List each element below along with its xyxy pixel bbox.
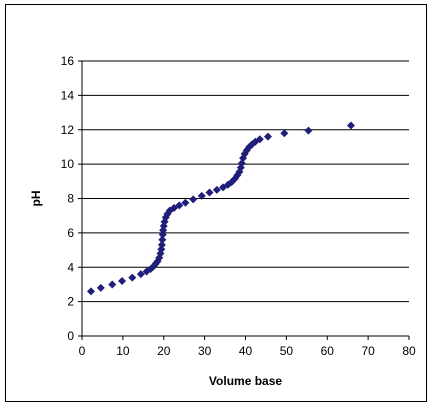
data-point-0-0	[86, 287, 95, 296]
data-point-0-4	[128, 273, 137, 282]
tick-labels: 0 2 4 6 8 10 12 14 16 0 10 20 30 40 50 60 70 80	[61, 54, 416, 358]
data-point-0-45	[263, 132, 272, 141]
y-tick-label-0: 0	[67, 329, 74, 343]
data-point-0-24	[175, 201, 184, 210]
grid-lines	[82, 60, 409, 303]
x-axis-title: Volume base	[209, 374, 282, 388]
data-point-0-1	[96, 283, 105, 292]
data-point-0-42	[248, 140, 257, 149]
data-point-0-27	[197, 191, 206, 200]
x-tick-label-70: 70	[361, 344, 375, 358]
data-point-0-29	[212, 185, 221, 194]
data-points	[86, 121, 355, 296]
y-axis-title: pH	[29, 191, 43, 207]
x-tick-label-60: 60	[321, 344, 335, 358]
x-tick-label-40: 40	[239, 344, 253, 358]
data-point-0-5	[136, 270, 145, 279]
y-tick-label-14: 14	[61, 88, 75, 102]
data-point-0-25	[181, 198, 190, 207]
y-tick-label-16: 16	[61, 54, 75, 68]
data-point-0-26	[189, 195, 198, 204]
data-point-0-48	[346, 121, 355, 130]
data-point-0-15	[158, 235, 167, 244]
data-point-0-44	[255, 135, 264, 144]
y-tick-label-12: 12	[61, 123, 75, 137]
x-tick-label-0: 0	[79, 344, 86, 358]
data-point-0-47	[304, 126, 313, 135]
data-point-0-28	[205, 188, 214, 197]
x-tick-label-10: 10	[116, 344, 130, 358]
x-tick-label-30: 30	[198, 344, 212, 358]
y-tick-label-6: 6	[67, 226, 74, 240]
y-tick-label-2: 2	[67, 295, 74, 309]
x-tick-label-80: 80	[402, 344, 416, 358]
data-point-0-46	[280, 129, 289, 138]
x-tick-label-50: 50	[280, 344, 294, 358]
y-tick-label-4: 4	[67, 260, 74, 274]
data-point-0-2	[108, 280, 117, 289]
y-tick-label-8: 8	[67, 192, 74, 206]
y-tick-label-10: 10	[61, 157, 75, 171]
x-tick-label-20: 20	[157, 344, 171, 358]
axes	[78, 60, 410, 340]
data-point-0-3	[118, 277, 127, 285]
data-point-0-14	[157, 240, 166, 249]
